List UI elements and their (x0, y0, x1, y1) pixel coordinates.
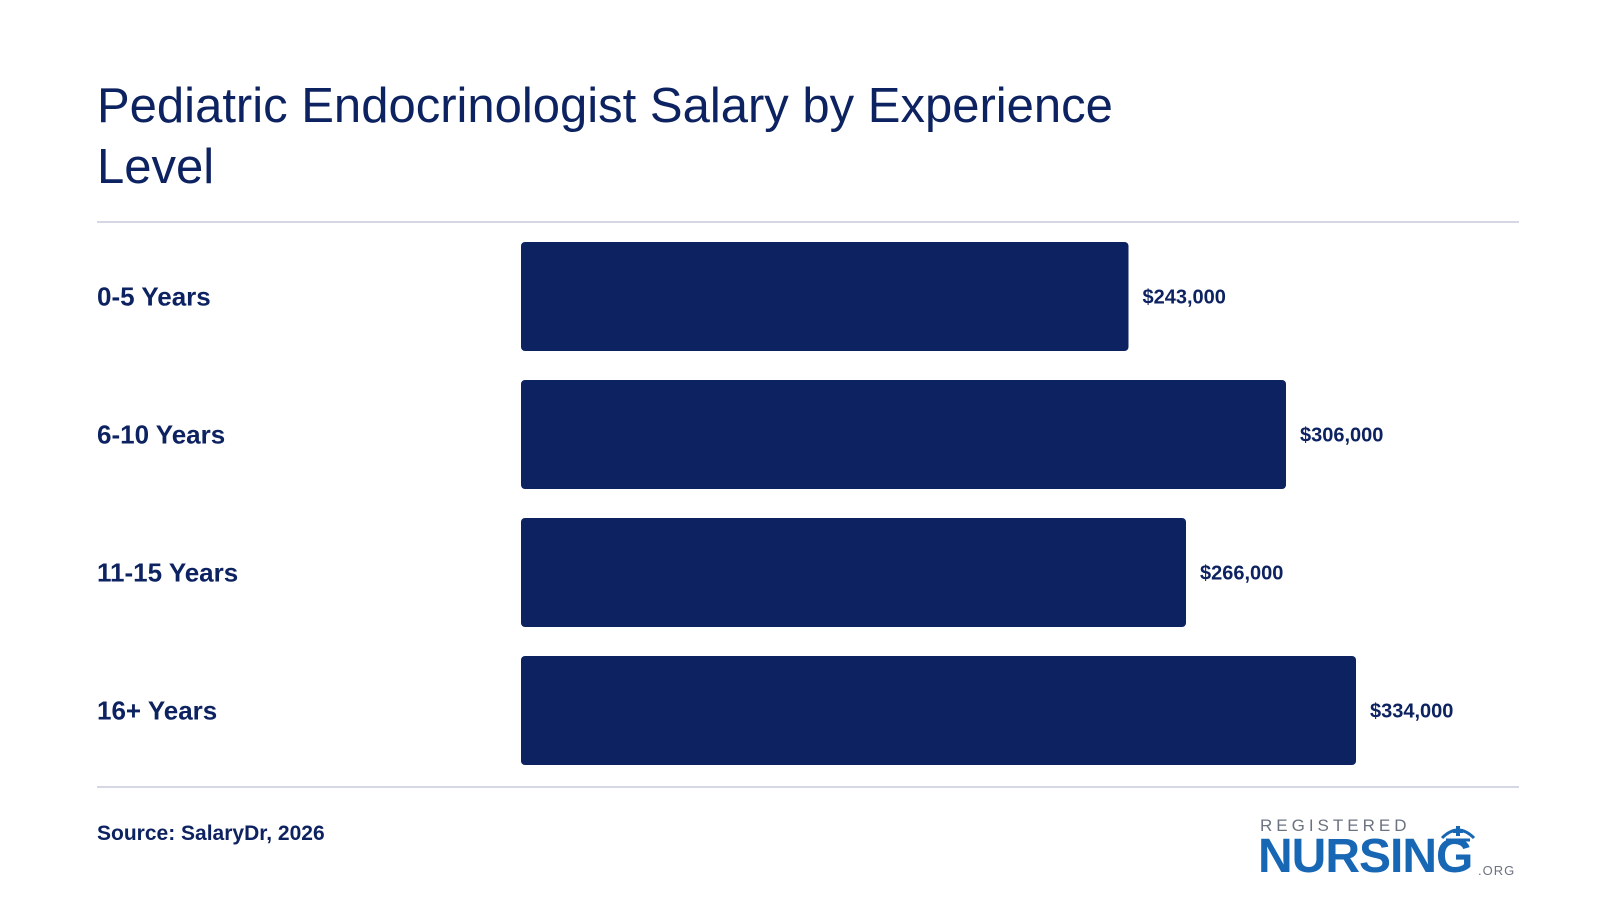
bar (521, 656, 1356, 765)
logo-registered-text: REGISTERED (1260, 816, 1411, 835)
value-label: $306,000 (1300, 425, 1383, 447)
bar (521, 380, 1286, 489)
registered-nursing-logo[interactable]: REGISTERED NURSING .ORG (1258, 816, 1518, 883)
nurse-cap-icon (1440, 826, 1476, 842)
chart-title: Pediatric Endocrinologist Salary by Expe… (97, 79, 1113, 194)
value-label: $243,000 (1143, 287, 1226, 309)
bar (521, 242, 1129, 351)
category-label: 16+ Years (97, 696, 217, 726)
logo-nursing-text: NURSING (1258, 830, 1473, 883)
value-label: $334,000 (1370, 701, 1453, 723)
bottom-divider (97, 786, 1519, 788)
logo-org-text: .ORG (1478, 863, 1516, 878)
top-divider (97, 221, 1519, 223)
bar (521, 518, 1186, 627)
category-label: 11-15 Years (97, 558, 238, 588)
source-note: Source: SalaryDr, 2026 (97, 822, 325, 845)
value-label: $266,000 (1200, 563, 1283, 585)
category-label: 6-10 Years (97, 420, 225, 450)
category-label: 0-5 Years (97, 282, 211, 312)
